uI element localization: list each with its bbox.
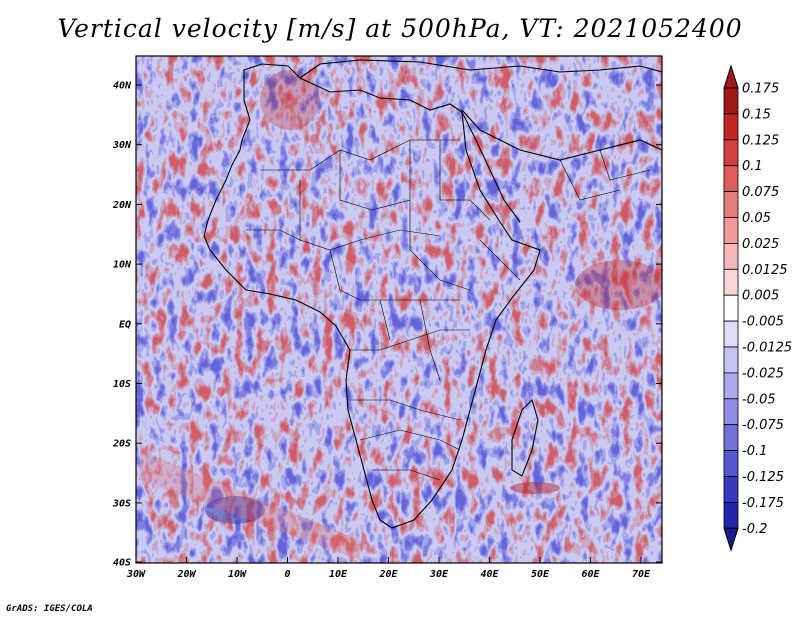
- colorbar-segment: [723, 424, 739, 452]
- colorbar-segment: [723, 165, 739, 192]
- colorbar-segment: [723, 320, 739, 348]
- colorbar-label: 0.0125: [742, 263, 788, 278]
- colorbar-segment: [723, 113, 739, 141]
- lon-tick-label: 10E: [329, 569, 348, 580]
- lat-tick-label: 30S: [112, 498, 131, 509]
- velocity-field: [136, 56, 662, 563]
- colorbar-label: -0.2: [742, 522, 767, 537]
- colorbar-label: -0.125: [742, 470, 784, 485]
- lat-tick-label: 20S: [112, 439, 131, 450]
- lon-tick-label: 60E: [581, 569, 600, 580]
- colorbar-segment: [723, 242, 739, 270]
- colorbar-label: 0.025: [742, 237, 779, 252]
- lat-tick-label: 30N: [112, 140, 132, 151]
- colorbar-segment: [723, 268, 739, 296]
- lon-tick-label: 0: [284, 569, 290, 580]
- colorbar-segment: [723, 476, 739, 503]
- lat-tick-label: 10N: [113, 260, 132, 271]
- country-borders: [246, 139, 651, 481]
- lat-tick-label: EQ: [119, 319, 131, 330]
- lat-tick-label: 20N: [112, 200, 132, 211]
- chart-title: Vertical velocity [m/s] at 500hPa, VT: 2…: [57, 14, 743, 43]
- lat-tick-label: 10S: [113, 379, 131, 390]
- colorbar-label: 0.005: [742, 289, 779, 304]
- colorbar-label: -0.005: [742, 315, 784, 330]
- colorbar-min-arrow: [723, 527, 739, 552]
- colorbar-label: -0.025: [742, 366, 784, 381]
- colorbar-segment: [723, 139, 739, 167]
- colorbar-segment: [723, 191, 739, 218]
- lat-tick-label: 40N: [113, 81, 132, 92]
- colorbar-segment: [723, 217, 739, 244]
- lat-tick-label: 40S: [113, 558, 131, 569]
- plot-frame: [135, 55, 663, 564]
- lon-tick-label: 10W: [228, 569, 247, 580]
- colorbar-segment: [723, 294, 739, 322]
- colorbar-segment: [723, 398, 739, 426]
- colorbar-segment: [723, 501, 739, 529]
- colorbar-label: -0.1: [742, 444, 767, 459]
- colorbar-label: 0.175: [742, 82, 779, 97]
- credit-label: GrADS: IGES/COLA: [6, 604, 93, 614]
- colorbar-label: 0.075: [742, 185, 779, 200]
- colorbar-segment: [723, 450, 739, 477]
- lon-tick-label: 20W: [176, 569, 196, 580]
- colorbar-label: -0.05: [742, 392, 776, 407]
- colorbar-label: -0.075: [742, 418, 784, 433]
- colorbar-label: -0.0125: [742, 341, 792, 356]
- latitude-ticks: 40N 30N 20N 10N EQ 10S 20S 30S 40S: [112, 81, 662, 569]
- lon-tick-label: 30E: [429, 569, 449, 580]
- lon-tick-label: 70E: [632, 569, 651, 580]
- colorbar-segment: [723, 87, 739, 115]
- colorbar-label: 0.05: [742, 211, 771, 226]
- lon-tick-label: 30W: [126, 569, 146, 580]
- longitude-ticks: 30W 20W 10W 0 10E 20E 30E 40E 50E 60E 70E: [126, 557, 651, 580]
- lon-tick-label: 40E: [480, 569, 499, 580]
- colorbar: 0.175 0.15 0.125 0.1 0.075 0.05 0.025 0.0125 0.0…: [723, 64, 792, 552]
- colorbar-max-arrow: [723, 64, 739, 89]
- lon-tick-label: 20E: [378, 569, 398, 580]
- colorbar-segment: [723, 372, 739, 400]
- colorbar-label: 0.125: [742, 133, 779, 148]
- colorbar-label: 0.1: [742, 159, 763, 174]
- colorbar-label: 0.15: [742, 107, 771, 122]
- colorbar-label: -0.175: [742, 496, 784, 511]
- lon-tick-label: 50E: [531, 569, 550, 580]
- colorbar-segment: [723, 346, 739, 374]
